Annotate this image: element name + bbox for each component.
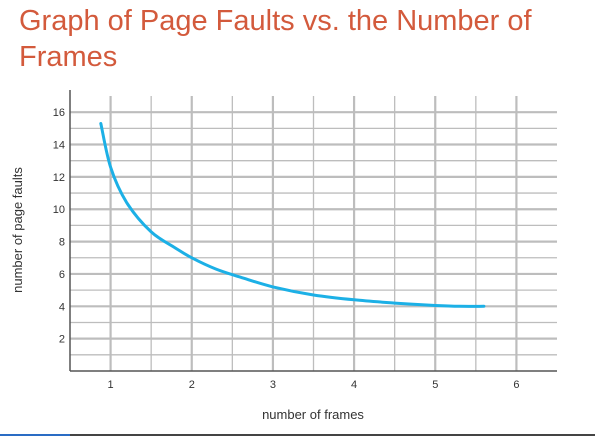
grid — [70, 96, 557, 371]
y-tick-label-2: 2 — [59, 334, 65, 346]
y-tick-label-14: 14 — [53, 140, 65, 152]
bottom-rule — [0, 434, 595, 436]
x-tick-label-4: 4 — [351, 379, 357, 391]
x-axis-label: number of frames — [262, 407, 364, 422]
x-tick-label-2: 2 — [189, 379, 195, 391]
y-tick-label-4: 4 — [59, 301, 65, 313]
series — [99, 122, 486, 308]
y-tick-label-12: 12 — [53, 172, 65, 184]
y-tick-label-10: 10 — [53, 204, 65, 216]
y-tick-label-6: 6 — [59, 269, 65, 281]
x-tick-label-5: 5 — [432, 379, 438, 391]
y-tick-label-16: 16 — [53, 107, 65, 119]
x-tick-label-3: 3 — [270, 379, 276, 391]
axes — [69, 90, 557, 372]
slide-title: Graph of Page Faults vs. the Number of F… — [19, 5, 532, 73]
y-axis-label: number of page faults — [10, 167, 25, 293]
page-faults-curve-0 — [99, 122, 486, 308]
x-tick-label-6: 6 — [513, 379, 519, 391]
x-tick-label-1: 1 — [108, 379, 114, 391]
bottom-accent — [0, 434, 70, 436]
y-tick-label-8: 8 — [59, 237, 65, 249]
